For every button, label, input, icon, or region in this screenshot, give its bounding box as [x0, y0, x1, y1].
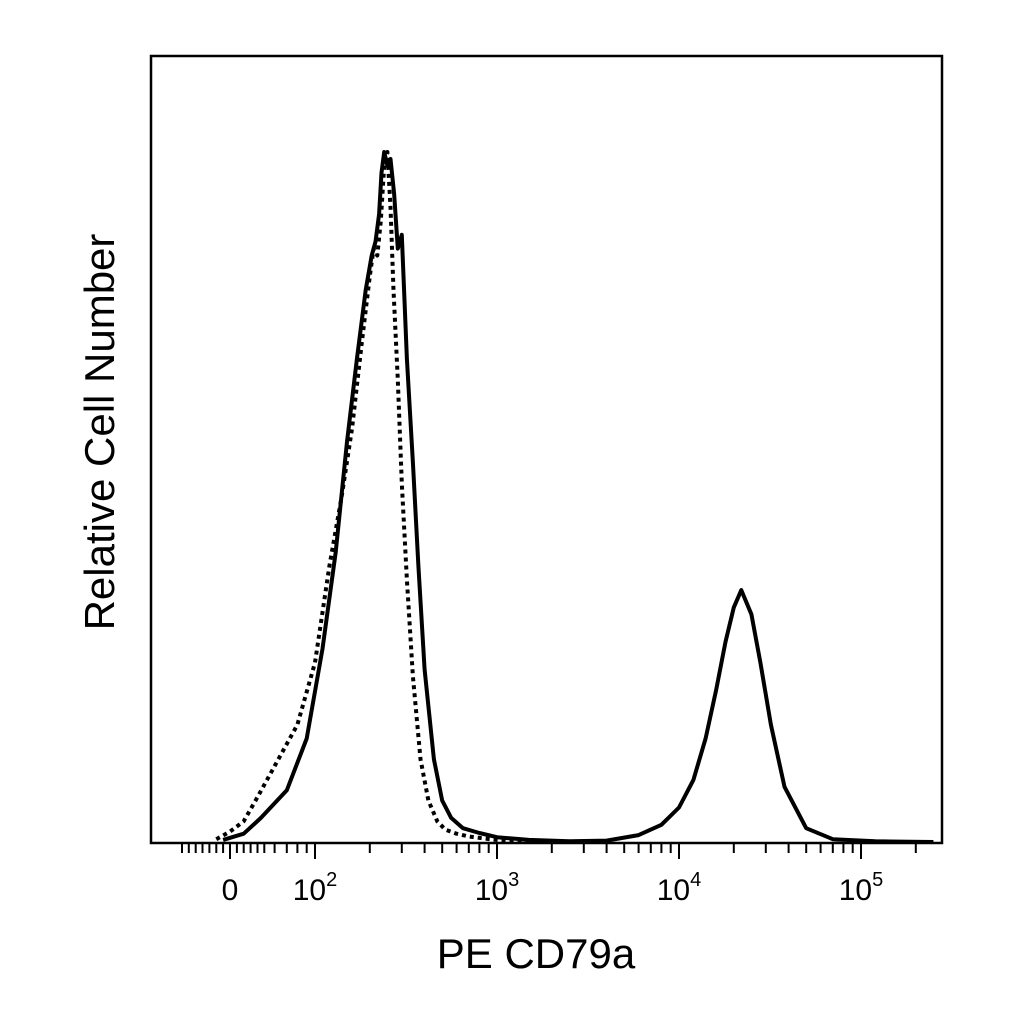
x-tick-labels: 0 102 103 104 105: [222, 869, 884, 907]
x-minor-ticks: [181, 843, 917, 859]
series-line-solid: [222, 150, 934, 844]
x-axis-title: PE CD79a: [437, 930, 636, 977]
x-tick-label: 103: [475, 869, 520, 907]
series-layer: [215, 150, 934, 844]
series-line-dotted: [215, 150, 584, 844]
x-tick-label: 0: [222, 874, 239, 907]
plot-frame: [149, 54, 944, 845]
x-tick-label: 104: [657, 869, 702, 907]
x-tick-label: 102: [293, 869, 338, 907]
x-tick-label: 105: [839, 869, 884, 907]
y-axis-title: Relative Cell Number: [76, 234, 123, 631]
